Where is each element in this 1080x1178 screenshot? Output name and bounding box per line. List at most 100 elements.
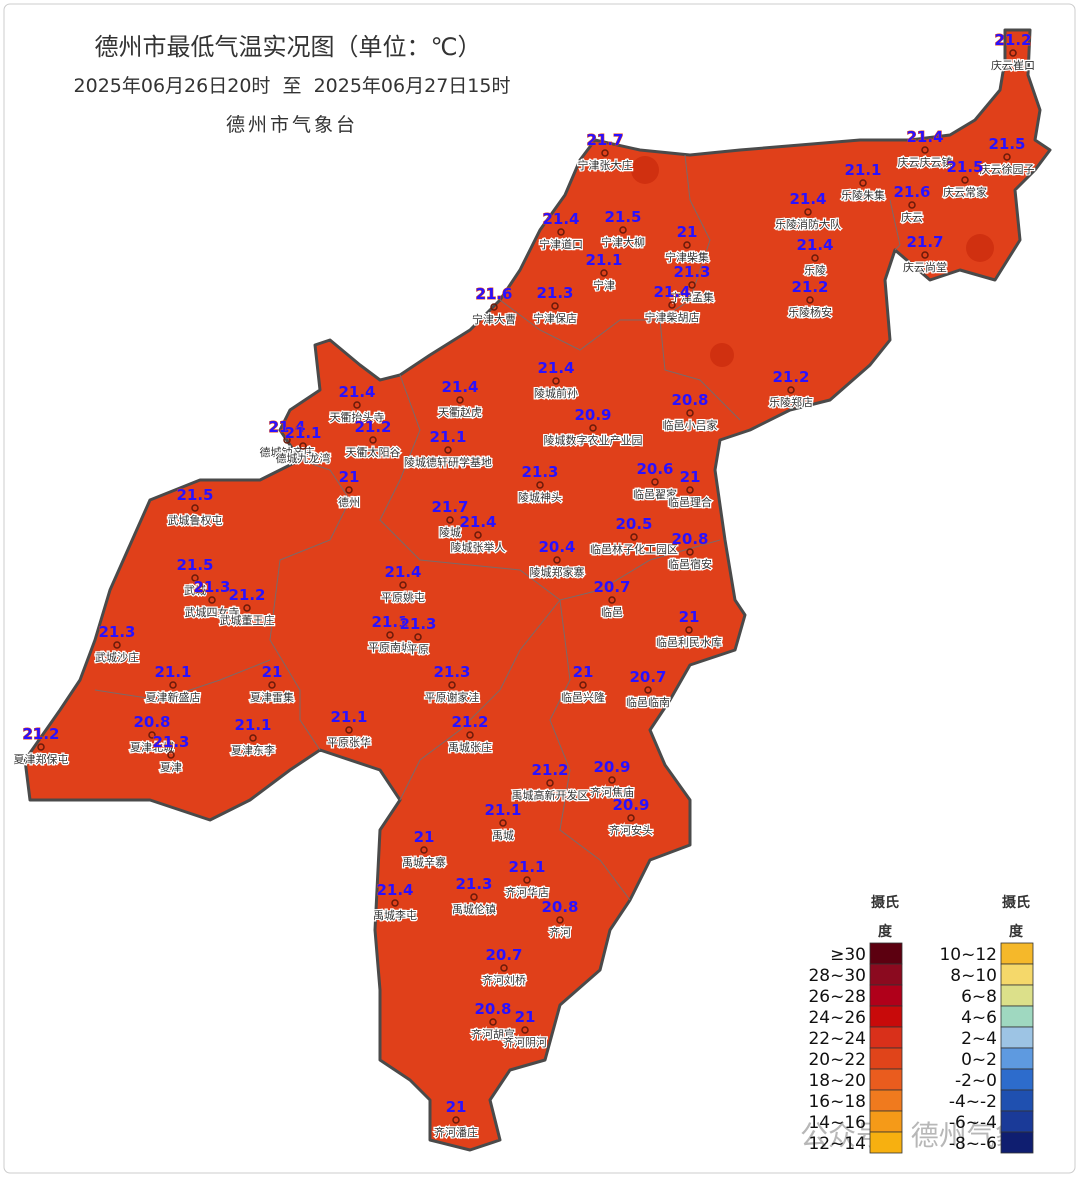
- legend-swatch: [1000, 963, 1034, 986]
- station-dot: [169, 681, 177, 689]
- station-value: 21.3: [455, 875, 492, 893]
- station-value: 21.4: [653, 283, 690, 301]
- station-dot: [500, 964, 508, 972]
- station-dot: [619, 226, 627, 234]
- station-value: 20.5: [615, 515, 652, 533]
- legend-label: 2~4: [961, 1029, 997, 1049]
- station-value: 21: [339, 468, 360, 486]
- station-dot: [608, 596, 616, 604]
- station-value: 21.3: [193, 578, 230, 596]
- station-value: 21.4: [537, 359, 574, 377]
- station-value: 21: [680, 468, 701, 486]
- station-dot: [608, 776, 616, 784]
- period: 2025年06月26日20时 至 2025年06月27日15时: [74, 75, 511, 97]
- legend-swatch: [869, 1089, 903, 1112]
- station-value: 21.7: [586, 131, 623, 149]
- station-dot: [579, 681, 587, 689]
- station-dot: [523, 876, 531, 884]
- station-name: 齐河胡官: [471, 1027, 515, 1041]
- station-name: 临邑: [601, 605, 623, 619]
- legend-label: -2~0: [955, 1071, 997, 1091]
- border: [889, 199, 901, 251]
- station-value: 21.3: [521, 463, 558, 481]
- station-value: 20.8: [133, 713, 170, 731]
- station-dot: [806, 296, 814, 304]
- station-name: 平原: [407, 643, 429, 656]
- station-dot: [452, 1116, 460, 1124]
- legend-label: 4~6: [961, 1008, 997, 1028]
- station-dot: [456, 396, 464, 404]
- station-value: 21.1: [508, 858, 545, 876]
- legend-swatch: [869, 1047, 903, 1070]
- station-dot: [386, 631, 394, 639]
- station-dot: [499, 819, 507, 827]
- station-dot: [148, 731, 156, 739]
- station-dot: [627, 814, 635, 822]
- station-value: 20.8: [671, 391, 708, 409]
- legend-label: 14~16: [808, 1113, 866, 1133]
- station-name: 临邑理合: [668, 495, 712, 509]
- station-value: 21.5: [176, 486, 213, 504]
- station-value: 21.4: [906, 128, 943, 146]
- station-name: 禹城李屯: [373, 908, 417, 922]
- station-dot: [908, 201, 916, 209]
- station-dot: [536, 481, 544, 489]
- station-dot: [444, 446, 452, 454]
- station-dot: [113, 641, 121, 649]
- station-value: 21.2: [22, 725, 59, 743]
- station-dot: [345, 726, 353, 734]
- legend-label: 20~22: [808, 1050, 866, 1070]
- station-name: 禹城张庄: [448, 740, 492, 754]
- station-name: 宁津大曹: [472, 312, 516, 326]
- station-dot: [859, 179, 867, 187]
- legend-label: 24~26: [808, 1008, 866, 1028]
- station-value: 21.7: [431, 498, 468, 516]
- station-dot: [490, 303, 498, 311]
- legend-swatch: [869, 1026, 903, 1049]
- station-value: 20.9: [574, 406, 611, 424]
- station-name: 武城沙庄: [95, 650, 139, 664]
- station-dot: [552, 377, 560, 385]
- station-name: 武城: [184, 584, 206, 597]
- station-name: 禹城辛寨: [402, 855, 446, 869]
- station-dot: [249, 734, 257, 742]
- station-dot: [557, 228, 565, 236]
- station-value: 21.3: [399, 615, 436, 633]
- border: [94, 659, 271, 701]
- border: [549, 599, 631, 901]
- station-dot: [811, 254, 819, 262]
- station-name: 乐陵消防大队: [775, 217, 841, 231]
- station-name: 夏津东李: [231, 743, 275, 757]
- agency: 德州市气象台: [226, 114, 358, 136]
- lake: [966, 234, 994, 262]
- station-name: 陵城前孙: [534, 386, 578, 400]
- station-name: 禹城伦镇: [452, 902, 496, 916]
- station-value: 21.2: [772, 368, 809, 386]
- lake: [710, 343, 734, 367]
- station-value: 21.6: [475, 285, 512, 303]
- station-name: 宁津大柳: [601, 235, 645, 249]
- legend-swatch: [1000, 984, 1034, 1007]
- station-name: 夏津新盛店: [146, 690, 201, 704]
- station-value: 21.1: [330, 708, 367, 726]
- station-name: 天衢抬头寺: [330, 410, 385, 424]
- station-dot: [208, 596, 216, 604]
- station-dot: [644, 686, 652, 694]
- legend-label: -6~-4: [949, 1113, 997, 1133]
- station-dot: [414, 633, 422, 641]
- station-name: 宁津保店: [533, 311, 577, 325]
- county-borders: [94, 154, 901, 901]
- station-dot: [191, 504, 199, 512]
- station-value: 21.1: [844, 161, 881, 179]
- legend-swatch: [1000, 1005, 1034, 1028]
- station-value: 21.4: [459, 513, 496, 531]
- station-name: 乐陵郑店: [769, 395, 813, 409]
- station-value: 20.9: [612, 796, 649, 814]
- station-dot: [489, 1018, 497, 1026]
- station-dot: [399, 581, 407, 589]
- station-value: 20.8: [671, 530, 708, 548]
- legend-label: 0~2: [961, 1050, 997, 1070]
- station-name: 宁津柴胡店: [645, 310, 700, 324]
- station-dot: [1003, 153, 1011, 161]
- station-name: 临邑利民水库: [656, 635, 722, 649]
